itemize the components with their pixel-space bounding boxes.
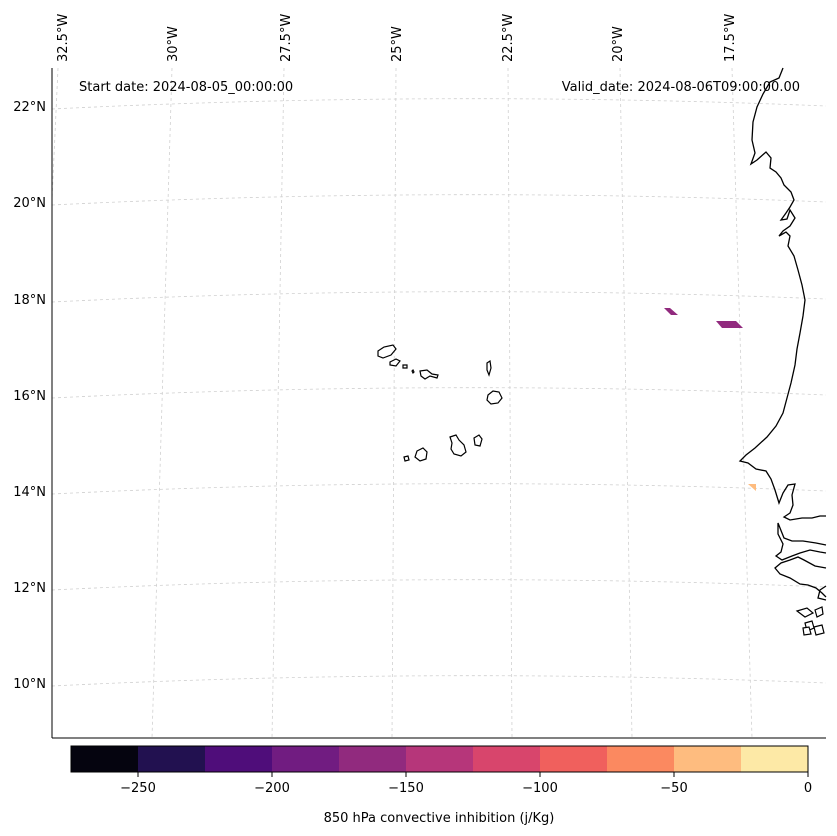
sao-nicolau-island [411, 368, 415, 375]
cin-field [664, 308, 756, 491]
colorbar-tick-label: −150 [388, 781, 424, 796]
longitude-labels: 32.5°W 30°W 27.5°W 25°W 22.5°W 20°W 17.5… [56, 14, 738, 62]
meridian-line-27-5w [271, 67, 285, 739]
colorbar-swatch [540, 746, 608, 772]
parallel-line-14n [51, 483, 827, 495]
coastline [738, 67, 827, 636]
meridian-line-20w [619, 67, 633, 739]
santa-luzia-island [402, 364, 408, 369]
meridian-line-17-5w [731, 67, 753, 739]
colorbar-tick-label: −50 [660, 781, 687, 796]
colorbar-tick-label: −250 [120, 781, 156, 796]
lat-label: 22°N [13, 100, 46, 115]
meridian-line-22-5w [507, 67, 513, 739]
lon-label: 20°W [611, 26, 626, 62]
colorbar-swatch [674, 746, 742, 772]
african-coastline [738, 67, 826, 521]
colorbar-swatch [339, 746, 407, 772]
parallel-line-16n [51, 387, 827, 399]
colorbar-tick-label: 0 [804, 781, 812, 796]
lon-label: 30°W [166, 26, 181, 62]
cin-cell [748, 484, 756, 491]
sao-vicente-island [389, 358, 401, 367]
colorbar-swatch [741, 746, 809, 772]
maio-island [473, 434, 483, 447]
lon-label: 25°W [390, 26, 405, 62]
map-panel [52, 68, 826, 738]
cin-cell [664, 308, 678, 315]
lon-label: 17.5°W [723, 14, 738, 62]
parallel-line-12n [51, 579, 827, 591]
colorbar-ticks: −250 −200 −150 −100 −50 0 [120, 772, 812, 796]
lat-label: 16°N [13, 389, 46, 404]
colorbar-swatch [71, 746, 139, 772]
cape-verde-islands [377, 344, 503, 462]
cin-cell [716, 321, 743, 328]
bijagos-islands [813, 624, 825, 636]
graticule [51, 67, 827, 739]
colorbar-swatch [205, 746, 273, 772]
sao-nicolau-island [419, 369, 439, 380]
colorbar-swatch [607, 746, 675, 772]
parallel-line-20n [51, 194, 827, 206]
colorbar-tick-label: −100 [522, 781, 558, 796]
colorbar-title: 850 hPa convective inhibition (j/Kg) [324, 811, 555, 826]
lon-label: 32.5°W [56, 14, 71, 62]
guinea-coast [817, 585, 827, 601]
colorbar-outline [70, 745, 809, 773]
latitude-labels: 22°N 20°N 18°N 16°N 14°N 12°N 10°N [13, 100, 46, 692]
bijagos-islands [795, 607, 815, 618]
lat-label: 12°N [13, 581, 46, 596]
brava-island [403, 455, 410, 462]
colorbar-tick-label: −200 [254, 781, 290, 796]
start-date-annotation: Start date: 2024-08-05_00:00:00 [79, 80, 293, 95]
parallel-line-10n [51, 675, 827, 687]
santiago-island [449, 434, 467, 457]
lat-label: 10°N [13, 677, 46, 692]
colorbar-swatch [473, 746, 541, 772]
colorbar-swatch [138, 746, 206, 772]
casamance-coast [774, 522, 827, 561]
parallel-line-18n [51, 291, 827, 303]
bijagos-islands [814, 606, 824, 618]
colorbar-swatch [272, 746, 340, 772]
bissau-coast [774, 556, 827, 598]
meridian-line-32-5w [51, 67, 59, 201]
valid-date-annotation: Valid_date: 2024-08-06T09:00:00.00 [562, 80, 800, 95]
lat-label: 14°N [13, 485, 46, 500]
santo-antao-island [377, 344, 397, 359]
boa-vista-island [486, 390, 503, 405]
lat-label: 18°N [13, 293, 46, 308]
bijagos-islands [802, 626, 812, 636]
parallel-line-22n [51, 98, 827, 110]
meridian-line-25w [391, 67, 397, 739]
lon-label: 27.5°W [279, 14, 294, 62]
fogo-island [414, 447, 428, 462]
colorbar-swatch [406, 746, 474, 772]
sal-island [486, 359, 492, 377]
lon-label: 22.5°W [501, 14, 516, 62]
meridian-line-30w [151, 67, 173, 739]
lat-label: 20°N [13, 196, 46, 211]
colorbar-swatches [71, 746, 809, 772]
colorbar: −250 −200 −150 −100 −50 0 850 hPa convective … [70, 745, 812, 826]
